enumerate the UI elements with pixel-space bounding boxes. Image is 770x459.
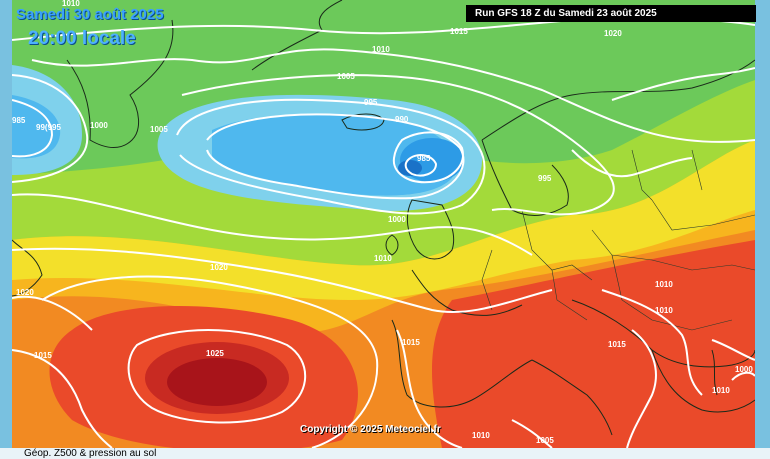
isobar-label: 995 xyxy=(364,98,378,107)
isobar-label: 1010 xyxy=(712,386,730,395)
isobar-label: 1005 xyxy=(536,436,554,445)
isobar-label: 1025 xyxy=(206,349,224,358)
borders xyxy=(481,149,755,331)
forecast-date: Samedi 30 août 2025 xyxy=(16,6,164,23)
isobar-label: 1010 xyxy=(62,0,80,8)
model-run-label: Run GFS 18 Z du Samedi 23 août 2025 xyxy=(466,5,756,22)
isobar-label: 1010 xyxy=(374,254,392,263)
isobar-label: 1005 xyxy=(150,125,168,134)
isobar-label: 1005 xyxy=(337,72,355,81)
isobar-labels: 1010 1015 1020 1010 1005 995 990 985 995… xyxy=(12,0,753,445)
isobar-label: 1020 xyxy=(16,288,34,297)
isobar-label: 1015 xyxy=(608,340,626,349)
weather-map: 1010 1015 1020 1010 1005 995 990 985 995… xyxy=(12,0,755,448)
isobar-label: 99(995 xyxy=(36,123,61,132)
isobar-label: 1010 xyxy=(655,280,673,289)
isobar-label: 1010 xyxy=(472,431,490,440)
field-low-center xyxy=(398,160,422,176)
isobar-label: 990 xyxy=(395,115,409,124)
isobar-label: 1015 xyxy=(402,338,420,347)
isobar-label: 1015 xyxy=(34,351,52,360)
field-low-mid xyxy=(212,113,455,196)
isobar-label: 985 xyxy=(417,154,431,163)
map-caption: Géop. Z500 & pression au sol xyxy=(0,448,770,459)
isobar-label: 995 xyxy=(538,174,552,183)
isobar-label: 1015 xyxy=(450,27,468,36)
forecast-local-time: 20:00 locale xyxy=(28,28,136,49)
field-red-east xyxy=(432,240,755,448)
pressure-chart: 1010 1015 1020 1010 1005 995 990 985 995… xyxy=(12,0,755,448)
copyright-label: Copyright © 2025 Meteociel.fr xyxy=(300,424,441,435)
isobar-label: 1020 xyxy=(210,263,228,272)
field-west-low-core xyxy=(12,95,61,159)
isobar-label: 1000 xyxy=(388,215,406,224)
isobars xyxy=(12,16,755,448)
coastlines xyxy=(12,0,755,436)
isobar-label: 1000 xyxy=(90,121,108,130)
isobar-label: 1010 xyxy=(372,45,390,54)
isobar-label: 1000 xyxy=(735,365,753,374)
field-high-center xyxy=(167,358,267,406)
isobar-label: 1020 xyxy=(604,29,622,38)
isobar-label: 985 xyxy=(12,116,26,125)
isobar-label: 1010 xyxy=(655,306,673,315)
